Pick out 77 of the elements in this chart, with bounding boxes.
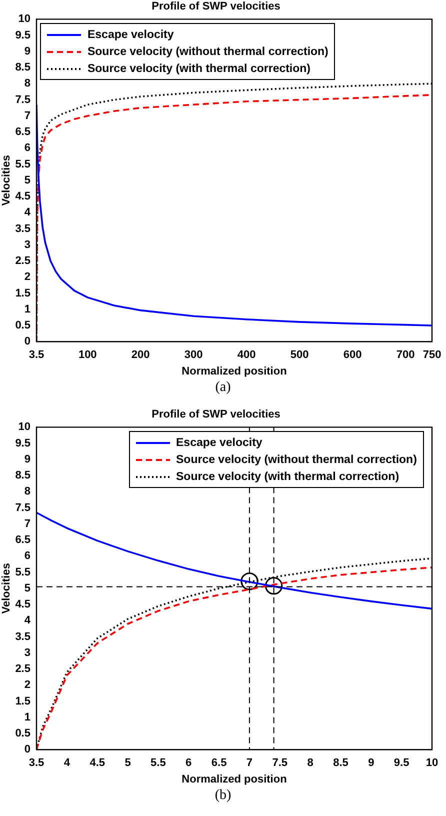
x-tick-label: 500 xyxy=(290,349,309,362)
legend-label: Source velocity (without thermal correction) xyxy=(176,454,417,466)
y-tick-label: 6 xyxy=(24,550,30,562)
y-tick-label: 9 xyxy=(24,45,30,58)
y-tick-label: 2.5 xyxy=(15,663,30,676)
y-tick-label: 7 xyxy=(24,518,30,530)
y-tick-label: 9.5 xyxy=(15,29,30,42)
legend-label: Escape velocity xyxy=(176,436,262,449)
x-tick-label: 10 xyxy=(426,757,438,770)
x-tick-label: 4.5 xyxy=(90,757,105,770)
x-tick-label: 9 xyxy=(368,757,374,770)
y-tick-label: 4 xyxy=(24,614,32,627)
y-tick-label: 9.5 xyxy=(15,437,30,450)
y-tick-label: 7 xyxy=(24,110,30,122)
y-tick-label: 7.5 xyxy=(15,94,30,106)
y-tick-label: 8 xyxy=(24,486,30,498)
chart-title: Profile of SWP velocities xyxy=(152,0,280,13)
x-tick-label: 6 xyxy=(186,757,192,770)
x-tick-label: 300 xyxy=(184,349,203,362)
x-tick-label: 6.5 xyxy=(211,757,227,770)
text: (a) xyxy=(214,380,232,396)
chart-title: Profile of SWP velocities xyxy=(152,408,280,421)
y-tick-label: 1 xyxy=(24,303,30,316)
y-tick-label: 1.5 xyxy=(15,695,30,708)
x-tick-label: 9.5 xyxy=(394,757,410,770)
y-axis-title: Velocities xyxy=(0,155,13,206)
x-axis-title: Normalized position xyxy=(182,365,288,378)
y-tick-label: 0.5 xyxy=(15,728,30,740)
legend-label: Escape velocity xyxy=(87,28,174,41)
y-tick-label: 10 xyxy=(18,13,30,26)
x-tick-label: 8.5 xyxy=(333,757,348,770)
x-tick-label: 400 xyxy=(237,349,256,362)
y-tick-label: 6 xyxy=(24,142,30,154)
y-tick-label: 8.5 xyxy=(15,470,30,482)
legend-label: Source velocity (with thermal correction) xyxy=(87,62,311,75)
y-tick-label: 1.5 xyxy=(15,287,30,300)
y-tick-label: 8.5 xyxy=(15,62,30,74)
y-tick-label: 6.5 xyxy=(15,126,30,138)
legend-label: Source velocity (without thermal correction) xyxy=(87,46,328,58)
x-tick-label: 8 xyxy=(307,757,314,770)
x-axis-title: Normalized position xyxy=(182,773,288,786)
y-tick-label: 6.5 xyxy=(15,534,30,546)
x-tick-label: 600 xyxy=(343,349,362,362)
y-tick-label: 5.5 xyxy=(15,158,30,170)
legend-label: Source velocity (with thermal correction) xyxy=(176,470,400,483)
y-tick-label: 2 xyxy=(24,271,30,284)
x-tick-label: 7 xyxy=(246,757,253,770)
y-tick-label: 10 xyxy=(18,421,30,434)
y-tick-label: 2 xyxy=(24,679,30,692)
y-tick-label: 5 xyxy=(24,582,30,594)
x-tick-label: 7.5 xyxy=(272,757,288,770)
x-tick-label: 200 xyxy=(131,349,150,362)
y-tick-label: 1 xyxy=(24,711,30,724)
x-tick-label: 5.5 xyxy=(150,757,166,770)
y-tick-label: 3.5 xyxy=(15,222,30,235)
y-tick-label: 4.5 xyxy=(15,190,30,203)
y-tick-label: 3.5 xyxy=(15,630,30,643)
y-tick-label: 3 xyxy=(24,238,30,251)
y-tick-label: 0.5 xyxy=(15,320,30,332)
x-tick-label: 4 xyxy=(64,757,71,770)
y-axis-title: Velocities xyxy=(0,563,13,614)
y-tick-label: 0 xyxy=(24,336,30,348)
x-tick-label: 5 xyxy=(124,757,131,770)
y-tick-label: 5.5 xyxy=(15,566,30,578)
y-tick-label: 7.5 xyxy=(15,502,30,514)
y-tick-label: 9 xyxy=(24,453,30,466)
y-tick-label: 0 xyxy=(24,744,30,756)
y-tick-label: 4.5 xyxy=(15,598,30,611)
y-tick-label: 8 xyxy=(24,78,30,90)
y-tick-label: 5 xyxy=(24,174,30,186)
x-tick-label: 750 xyxy=(422,349,442,362)
x-tick-label: 100 xyxy=(78,349,97,362)
y-tick-label: 4 xyxy=(24,206,32,219)
y-tick-label: 3 xyxy=(24,646,30,659)
x-tick-label: 700 xyxy=(396,349,415,362)
y-tick-label: 2.5 xyxy=(15,255,30,268)
text: (b) xyxy=(214,788,232,804)
